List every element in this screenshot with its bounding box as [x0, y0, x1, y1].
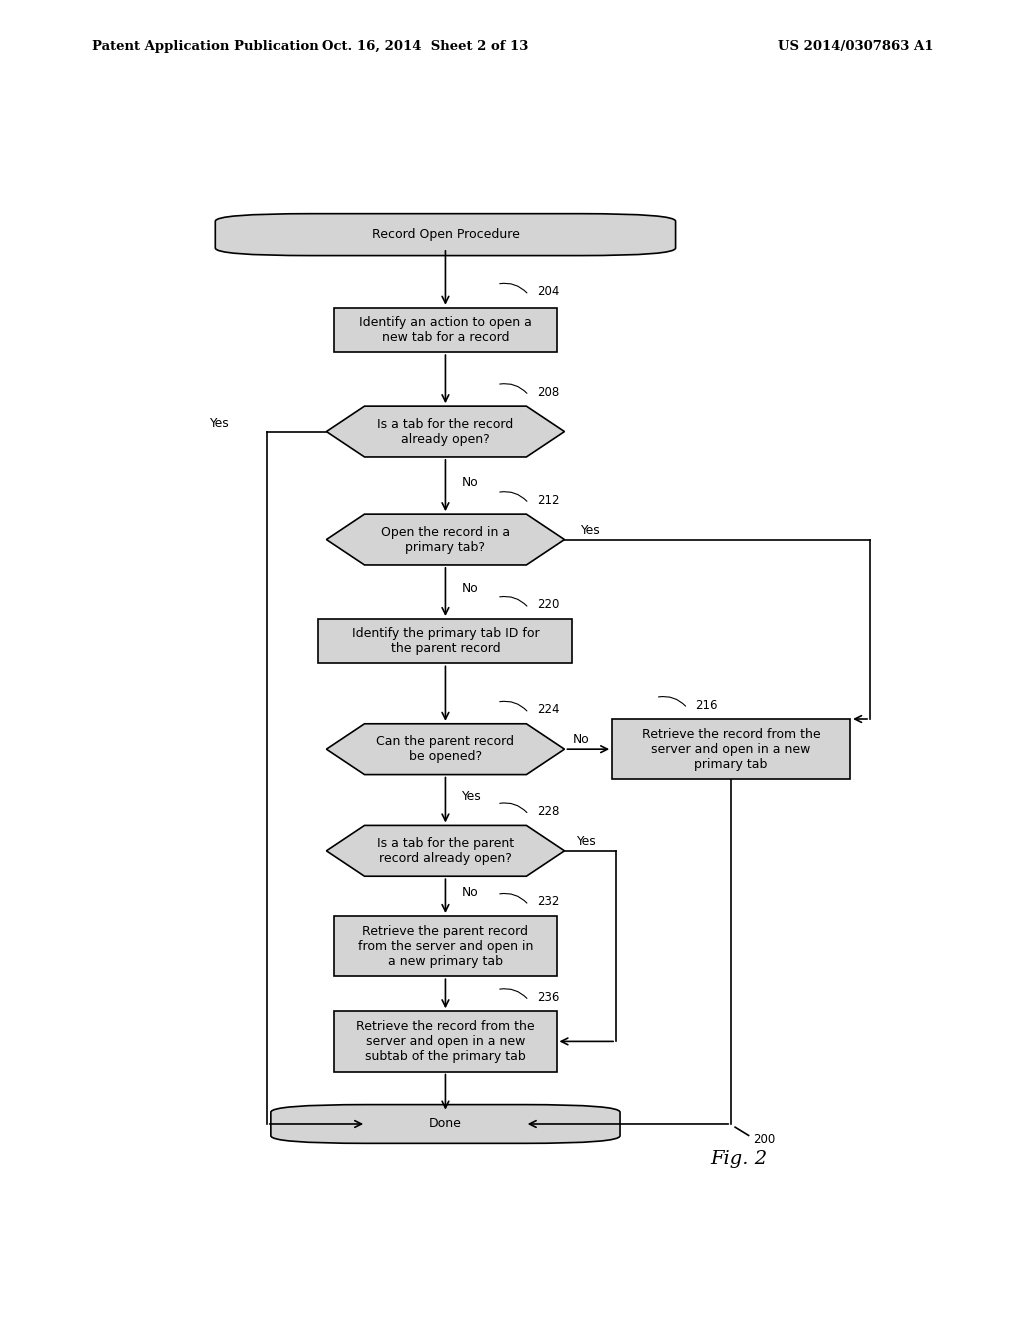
- Text: 216: 216: [695, 698, 718, 711]
- Text: Open the record in a
primary tab?: Open the record in a primary tab?: [381, 525, 510, 553]
- Text: Oct. 16, 2014  Sheet 2 of 13: Oct. 16, 2014 Sheet 2 of 13: [322, 40, 528, 53]
- Text: 224: 224: [537, 704, 559, 717]
- Text: No: No: [462, 887, 478, 899]
- Text: 200: 200: [754, 1134, 775, 1146]
- Text: Yes: Yes: [577, 834, 596, 847]
- Polygon shape: [327, 723, 564, 775]
- Text: No: No: [462, 477, 478, 488]
- Polygon shape: [327, 825, 564, 876]
- Text: US 2014/0307863 A1: US 2014/0307863 A1: [778, 40, 934, 53]
- Text: No: No: [462, 582, 478, 595]
- FancyBboxPatch shape: [271, 1105, 621, 1143]
- Text: Can the parent record
be opened?: Can the parent record be opened?: [377, 735, 514, 763]
- Text: 236: 236: [537, 991, 559, 1003]
- FancyBboxPatch shape: [334, 308, 557, 352]
- Text: Done: Done: [429, 1118, 462, 1130]
- Text: Yes: Yes: [581, 524, 600, 536]
- Text: Yes: Yes: [209, 417, 229, 430]
- Text: No: No: [572, 733, 589, 746]
- Polygon shape: [327, 407, 564, 457]
- FancyBboxPatch shape: [612, 719, 850, 779]
- Text: Yes: Yes: [462, 791, 481, 804]
- Text: Is a tab for the record
already open?: Is a tab for the record already open?: [377, 417, 514, 446]
- Polygon shape: [327, 515, 564, 565]
- Text: Identify an action to open a
new tab for a record: Identify an action to open a new tab for…: [359, 315, 531, 345]
- Text: Is a tab for the parent
record already open?: Is a tab for the parent record already o…: [377, 837, 514, 865]
- Text: Patent Application Publication: Patent Application Publication: [92, 40, 318, 53]
- Text: 228: 228: [537, 805, 559, 818]
- Text: 208: 208: [537, 385, 559, 399]
- Text: 212: 212: [537, 494, 559, 507]
- FancyBboxPatch shape: [318, 619, 572, 664]
- FancyBboxPatch shape: [334, 1011, 557, 1072]
- Text: 232: 232: [537, 895, 559, 908]
- Text: Retrieve the record from the
server and open in a new
primary tab: Retrieve the record from the server and …: [642, 727, 820, 771]
- Text: Record Open Procedure: Record Open Procedure: [372, 228, 519, 242]
- FancyBboxPatch shape: [334, 916, 557, 977]
- Text: 204: 204: [537, 285, 559, 298]
- Text: Retrieve the record from the
server and open in a new
subtab of the primary tab: Retrieve the record from the server and …: [356, 1020, 535, 1063]
- Text: Retrieve the parent record
from the server and open in
a new primary tab: Retrieve the parent record from the serv…: [357, 924, 534, 968]
- Text: Identify the primary tab ID for
the parent record: Identify the primary tab ID for the pare…: [351, 627, 540, 655]
- FancyBboxPatch shape: [215, 214, 676, 256]
- Text: 220: 220: [537, 598, 559, 611]
- Text: Fig. 2: Fig. 2: [711, 1150, 768, 1168]
